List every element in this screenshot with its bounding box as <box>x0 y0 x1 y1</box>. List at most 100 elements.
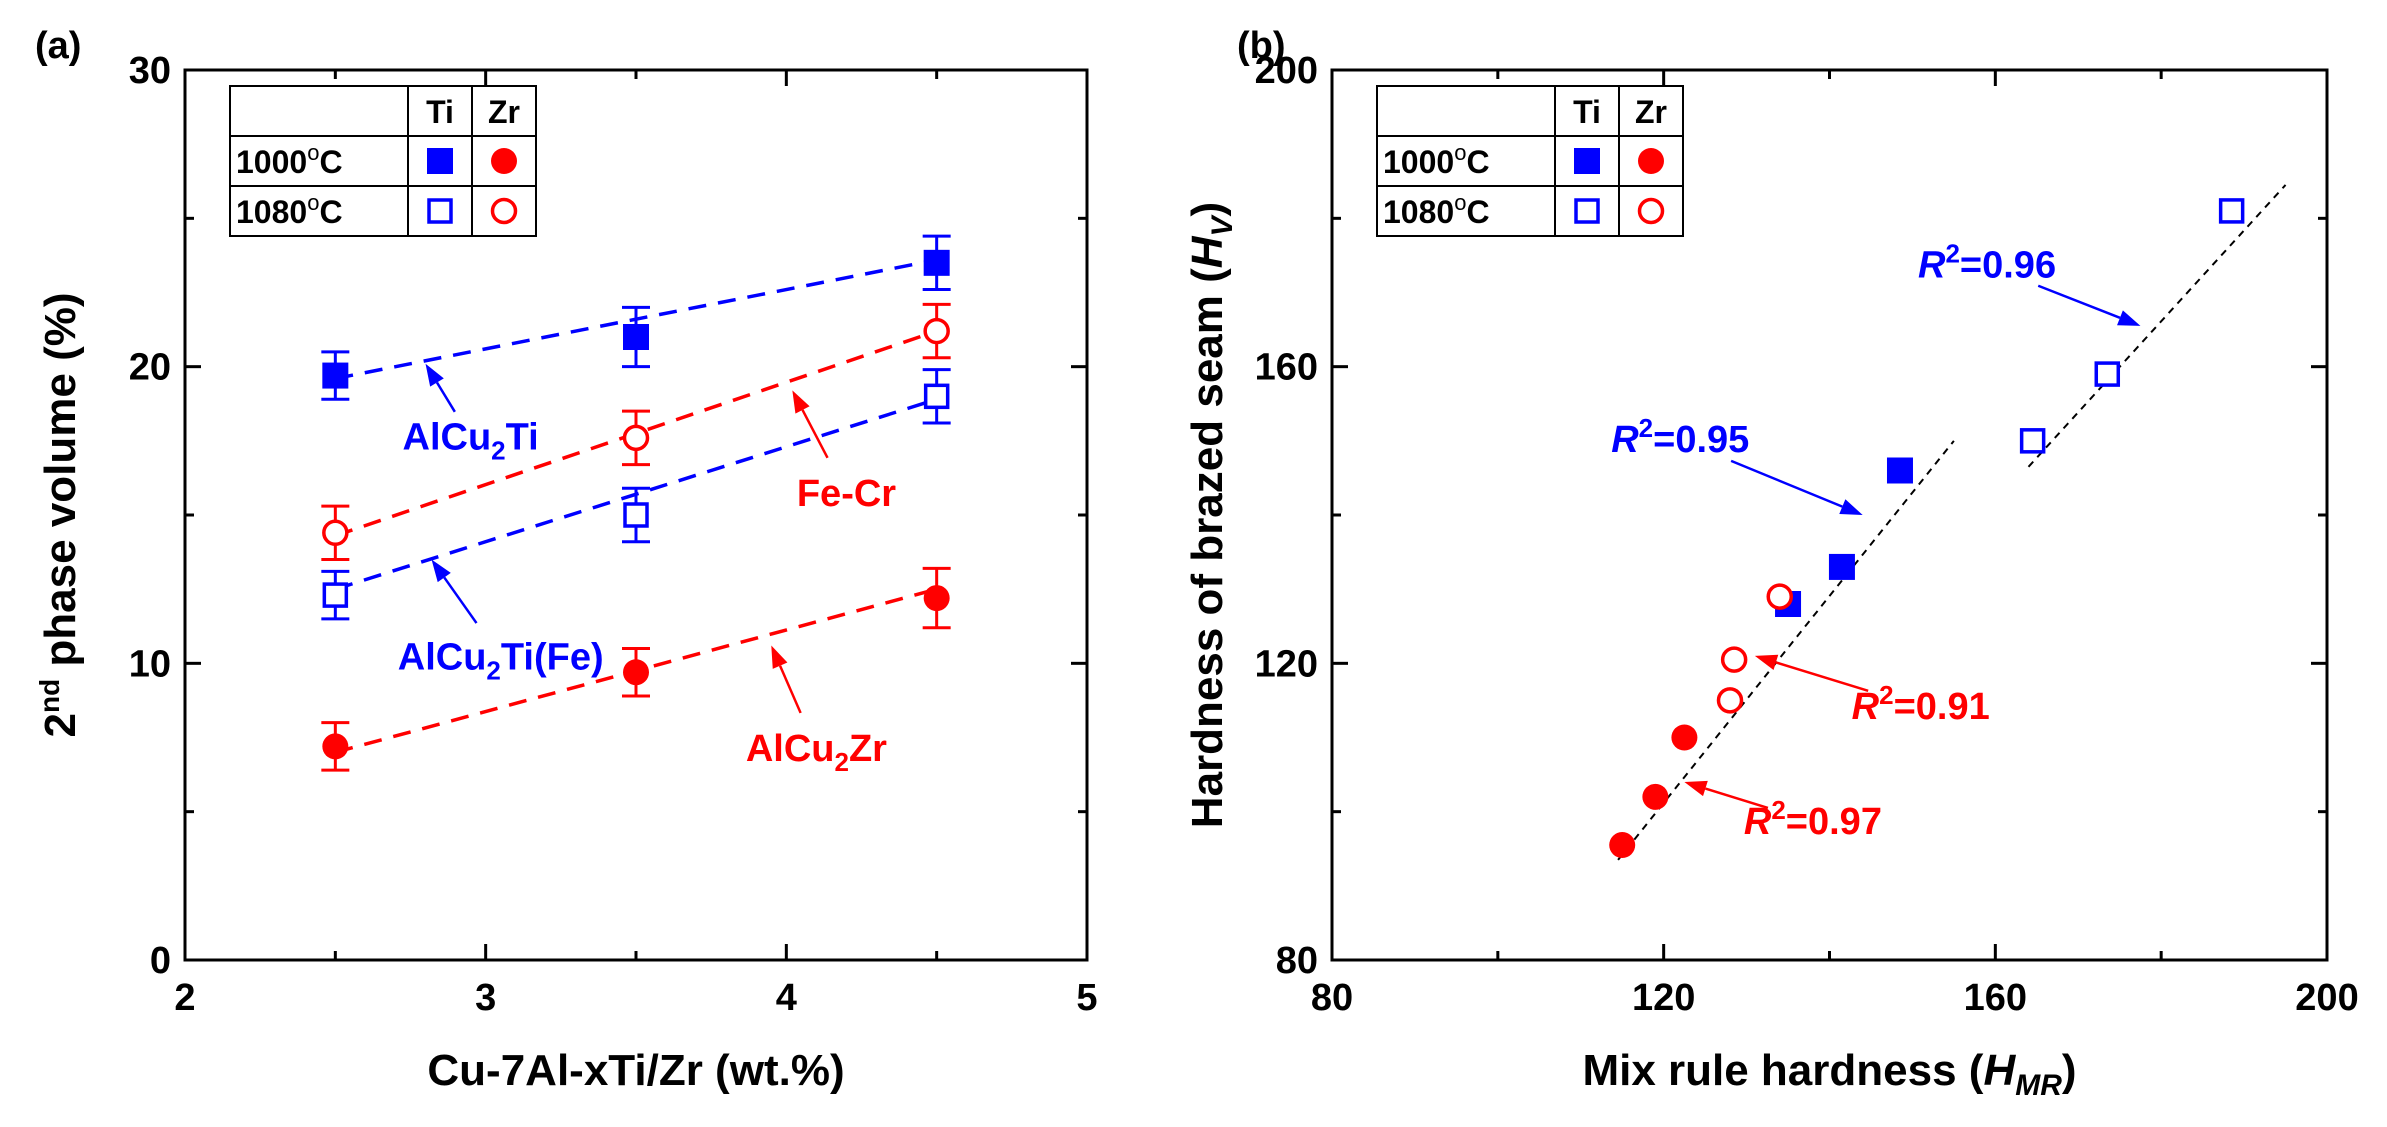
y-tick-label: 20 <box>129 347 171 389</box>
data-point <box>1720 646 1748 673</box>
data-point <box>322 519 349 547</box>
text-part: Fe-Cr <box>797 473 896 515</box>
x-tick-label: 2 <box>174 977 195 1019</box>
text-part: 2 <box>1771 795 1785 825</box>
annotation-1: R2=0.95 <box>1611 413 1863 515</box>
text-part: 2 <box>36 713 85 737</box>
data-point <box>623 659 649 686</box>
legend-row-label: 1000oC <box>236 140 343 180</box>
data-point <box>1716 687 1744 714</box>
legend-marker <box>490 197 518 225</box>
annotation-arrow-shaft <box>1730 459 1843 508</box>
text-part: H <box>1183 235 1232 268</box>
y-tick-label: 0 <box>150 940 171 982</box>
annotation-arrow-shaft <box>443 576 478 624</box>
series-0 <box>321 234 951 401</box>
y-tick-label: 200 <box>1255 50 1318 92</box>
annotation-arrow-head <box>431 559 451 583</box>
y-tick-label: 30 <box>129 50 171 92</box>
text-part: R <box>1611 419 1639 461</box>
annotation-label: AlCu2Ti(Fe) <box>398 636 604 685</box>
data-point <box>1642 783 1669 810</box>
panel-label: (a) <box>35 25 81 67</box>
annotation-label: R2=0.96 <box>1918 239 2056 287</box>
annotation-2: R2=0.91 <box>1754 654 1990 728</box>
y-axis-label: 2nd phase volume (%) <box>34 292 85 737</box>
text-part: R <box>1918 245 1946 287</box>
annotation-arrow-head <box>1684 780 1708 797</box>
text-part: 2 <box>1879 680 1893 710</box>
annotation-arrow-head <box>1839 499 1863 515</box>
legend-marker <box>1574 148 1600 174</box>
series-1 <box>2019 198 2245 454</box>
text-part: nd <box>34 679 65 713</box>
text-part: 1000 <box>236 144 307 180</box>
legend-row-label: 1080oC <box>236 190 343 230</box>
text-part: o <box>1454 140 1466 165</box>
text-part: 2 <box>1945 239 1959 269</box>
data-point <box>923 249 950 276</box>
annotation-arrow-head <box>771 645 788 669</box>
legend-marker <box>491 148 517 174</box>
legend-marker <box>427 198 453 224</box>
x-tick-label: 120 <box>1632 977 1695 1019</box>
text-part: 2 <box>1639 413 1653 443</box>
data-point <box>322 582 349 608</box>
text-part: ) <box>1183 202 1232 217</box>
text-part: 1080 <box>236 194 307 230</box>
series-3 <box>1716 583 1793 714</box>
annotation-0: R2=0.96 <box>1918 239 2141 326</box>
x-tick-label: 200 <box>2295 977 2358 1019</box>
text-part: =0.91 <box>1894 686 1990 728</box>
legend-column-header: Ti <box>426 94 454 130</box>
x-tick-label: 4 <box>776 977 797 1019</box>
text-part: =0.95 <box>1653 419 1749 461</box>
legend-marker <box>1637 197 1665 225</box>
data-point <box>2218 198 2245 224</box>
data-point <box>1886 457 1913 484</box>
text-part: Mix rule hardness ( <box>1582 1046 1983 1095</box>
legend-marker <box>427 148 453 174</box>
text-part: o <box>307 140 319 165</box>
annotation-arrow-head <box>425 363 444 387</box>
data-point <box>923 383 950 410</box>
text-part: Ti(Fe) <box>501 636 604 678</box>
x-tick-label: 160 <box>1964 977 2027 1019</box>
y-axis-label: Hardness of brazed seam (HV) <box>1183 202 1239 828</box>
text-part: C <box>319 144 342 180</box>
legend-border <box>229 85 537 237</box>
annotation-label: AlCu2Zr <box>746 728 887 777</box>
data-point <box>623 324 649 350</box>
text-part: 1080 <box>1383 194 1454 230</box>
text-part: 1000 <box>1383 144 1454 180</box>
fit-line-0 <box>1617 440 1955 861</box>
legend-column-header: Ti <box>1573 94 1601 130</box>
annotation-label: R2=0.91 <box>1852 680 1990 728</box>
data-point <box>923 317 950 345</box>
panel-label: (b) <box>1237 25 1286 67</box>
x-tick-label: 5 <box>1076 977 1097 1019</box>
data-point <box>923 585 950 612</box>
annotation-arrow-shaft <box>801 409 829 459</box>
data-point <box>1609 832 1636 859</box>
legend-row-label: 1080oC <box>1383 190 1490 230</box>
annotation-label: AlCu2Ti <box>403 417 539 466</box>
text-part: V <box>1206 213 1239 236</box>
x-axis-label: Cu-7Al-xTi/Zr (wt.%) <box>427 1046 844 1095</box>
y-tick-label: 10 <box>129 643 171 685</box>
text-part: ) <box>2062 1046 2077 1095</box>
text-part: H <box>1983 1046 2016 1095</box>
series-1 <box>321 368 951 621</box>
y-tick-label: 80 <box>1276 940 1318 982</box>
text-part: o <box>1454 190 1466 215</box>
data-point <box>1671 724 1698 751</box>
y-tick-label: 120 <box>1255 643 1318 685</box>
annotation-arrow-shaft <box>778 665 802 714</box>
text-part: AlCu <box>398 636 487 678</box>
series-2 <box>1609 724 1698 859</box>
annotation-label: R2=0.95 <box>1611 413 1749 461</box>
